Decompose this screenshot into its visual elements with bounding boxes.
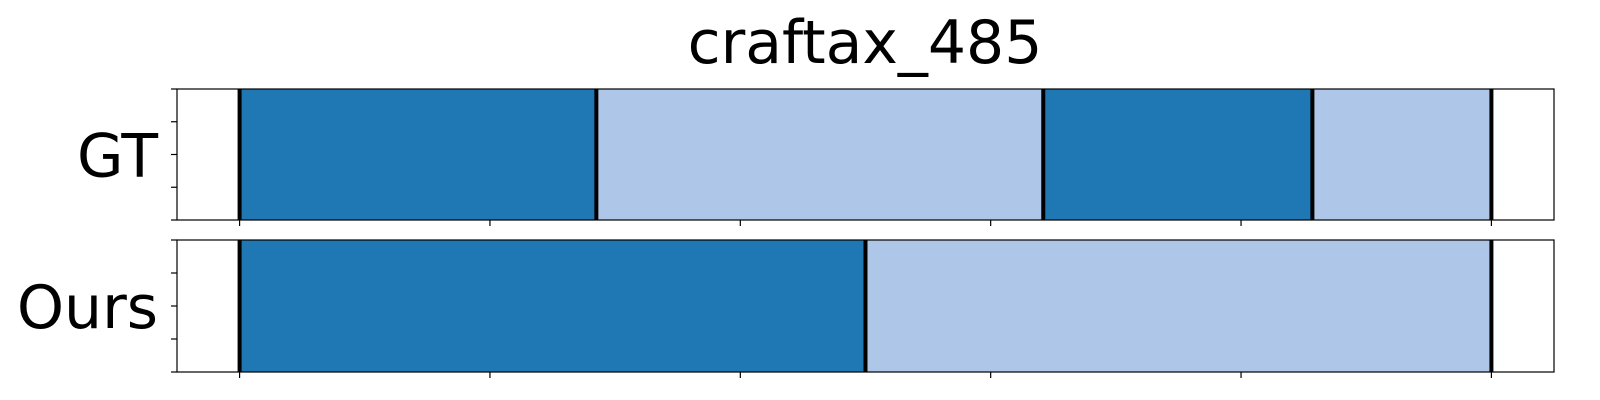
rows-layer: GT Ours bbox=[17, 88, 1555, 378]
segment-bar bbox=[865, 240, 1492, 372]
segment-bar bbox=[239, 240, 866, 372]
row-ours: Ours bbox=[17, 239, 1555, 378]
chart-title: craftax_485 bbox=[688, 8, 1043, 78]
row-gt: GT bbox=[77, 88, 1555, 226]
segment-bar bbox=[1312, 89, 1492, 220]
row-label-gt: GT bbox=[77, 122, 158, 192]
segment-bar bbox=[1043, 89, 1313, 220]
row-label-ours: Ours bbox=[17, 273, 158, 343]
segment-bar bbox=[239, 89, 597, 220]
segment-bar bbox=[596, 89, 1044, 220]
